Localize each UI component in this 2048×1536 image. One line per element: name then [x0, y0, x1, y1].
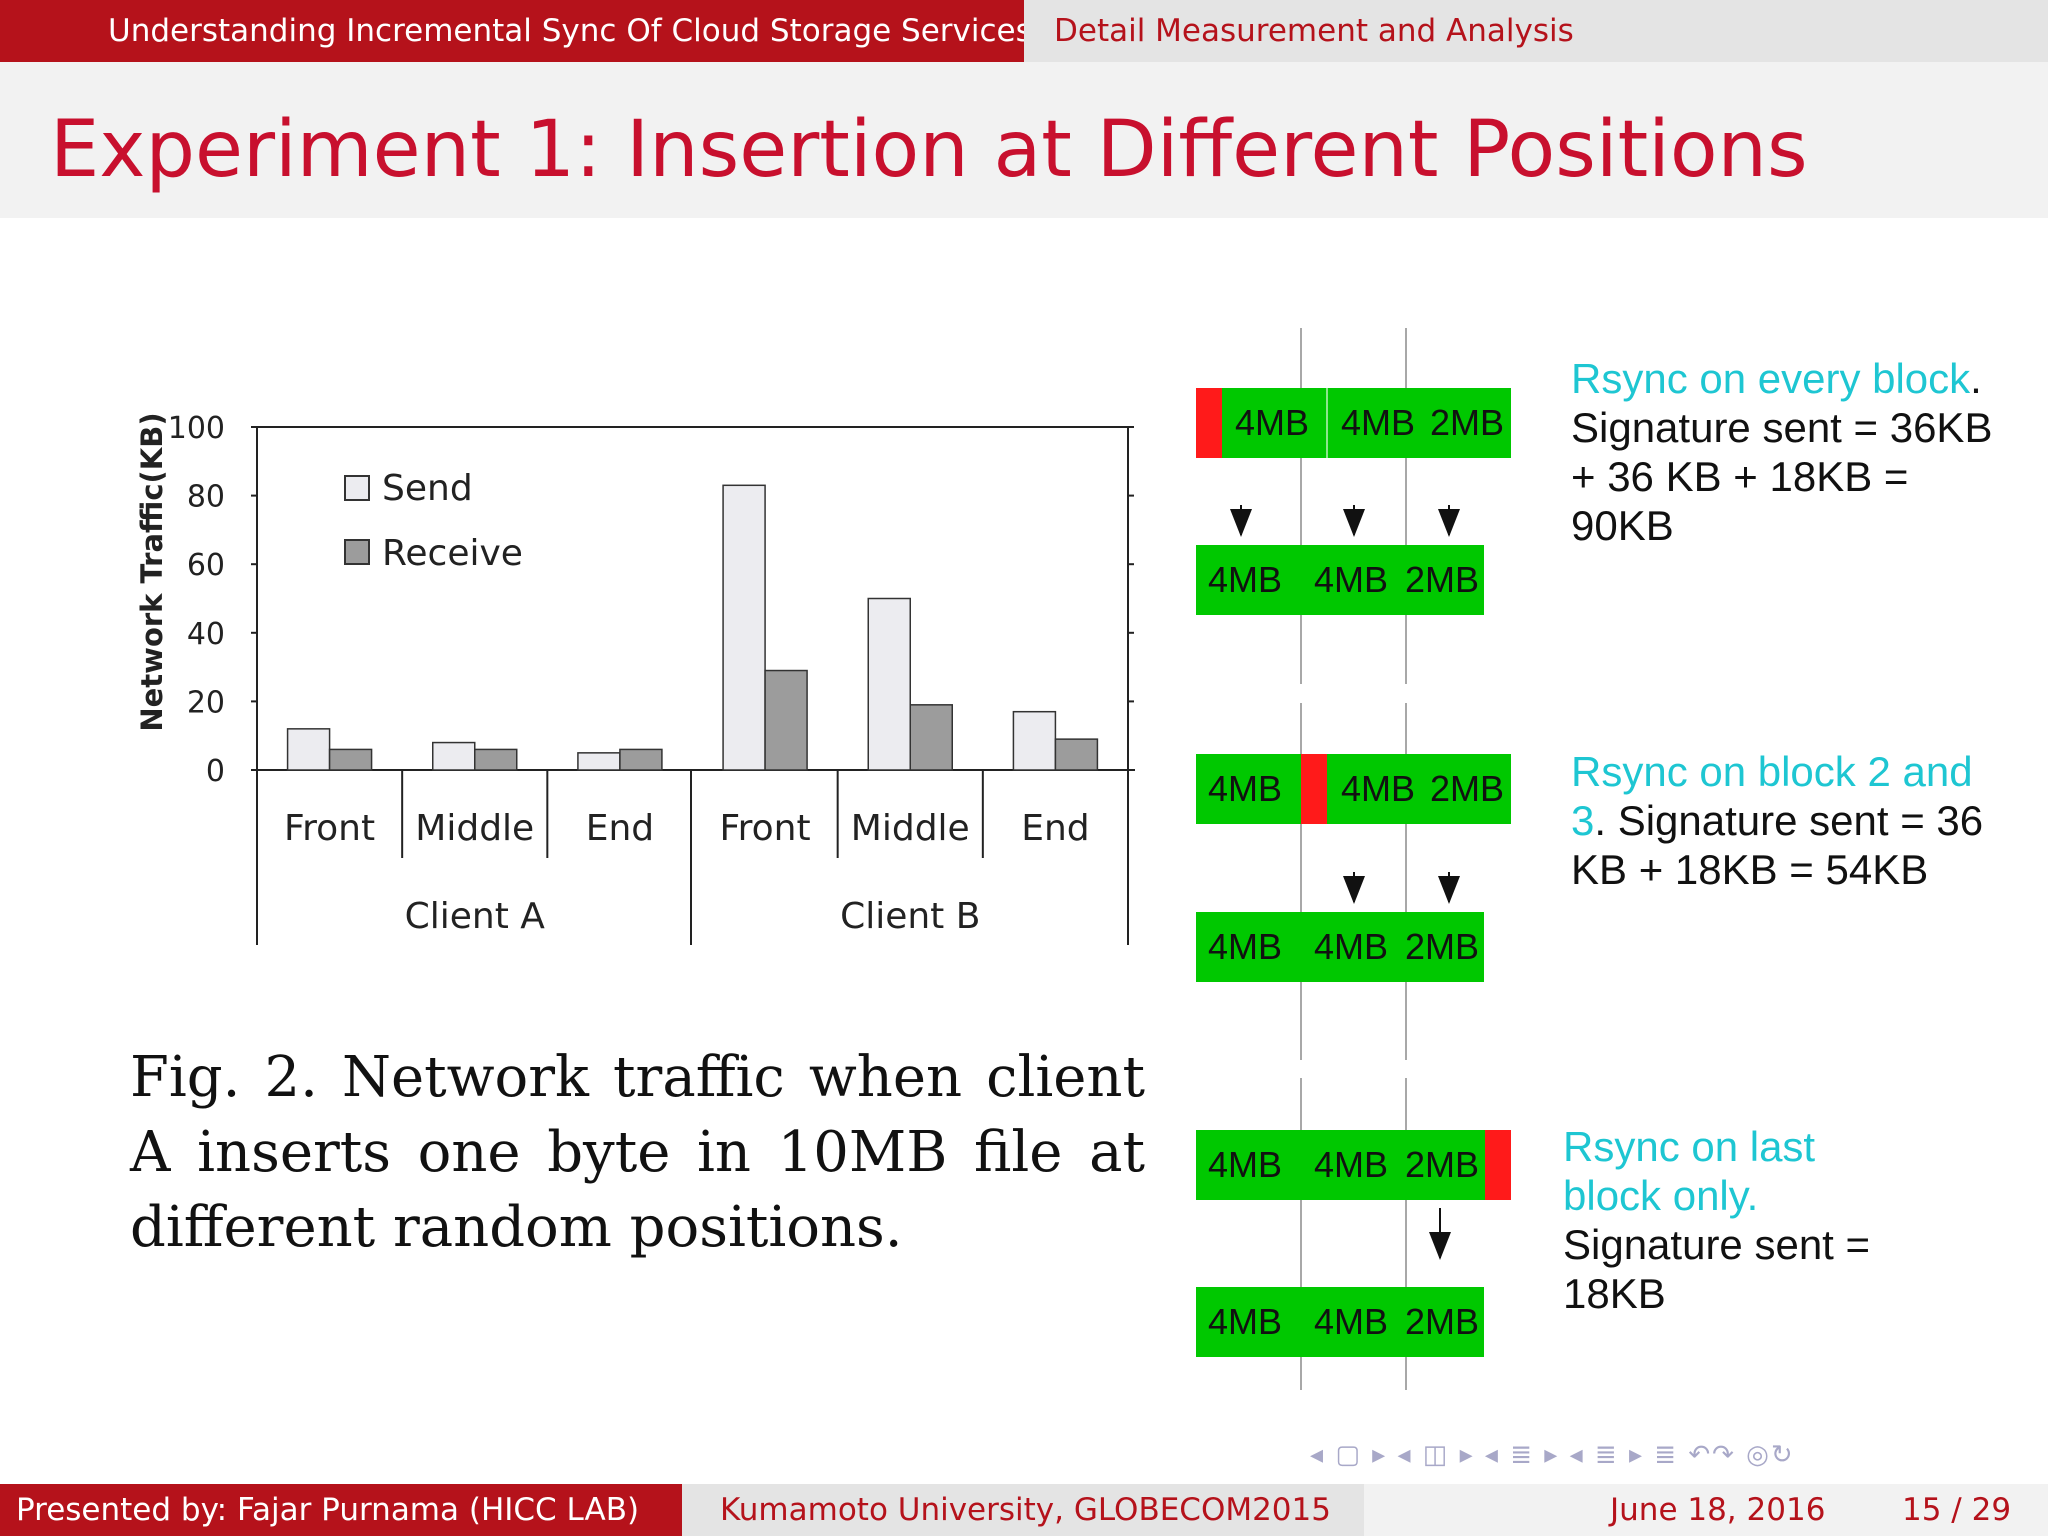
sync-arrow-down — [1429, 1208, 1451, 1260]
footer-presenter-bar: Presented by: Fajar Purnama (HICC LAB) — [0, 1484, 682, 1536]
inserted-byte-marker — [1301, 754, 1327, 824]
slide-title: Experiment 1: Insertion at Different Pos… — [50, 105, 1808, 195]
inserted-byte-marker — [1196, 388, 1222, 458]
note-text: Signature sent = 18KB — [1563, 1221, 1871, 1317]
bar-send — [577, 752, 621, 771]
y-tick-label: 20 — [187, 685, 225, 720]
block-label: 4MB — [1208, 1144, 1283, 1185]
block-label: 4MB — [1208, 1301, 1283, 1342]
y-tick-label: 60 — [187, 548, 225, 583]
block-label: 2MB — [1405, 926, 1480, 967]
bar-receive — [328, 748, 373, 771]
bar-send — [286, 728, 331, 771]
legend-swatch-receive — [344, 539, 370, 565]
header-section-title[interactable]: Understanding Incremental Sync Of Cloud … — [0, 0, 1032, 62]
original-file-bar — [1196, 1287, 1484, 1357]
note-text: . Signature sent = 36KB + 36 KB + 18KB =… — [1571, 355, 1993, 549]
guide-line-1 — [1300, 328, 1302, 684]
block-label: 4MB — [1208, 926, 1283, 967]
x-tick-label: End — [1021, 808, 1089, 849]
block-label: 2MB — [1430, 402, 1505, 443]
bar-receive — [1054, 738, 1099, 771]
legend-swatch-send — [344, 475, 370, 501]
bar-send — [1012, 710, 1057, 771]
scenario-note: Rsync on every block. Signature sent = 3… — [1571, 354, 2011, 550]
bar-receive — [909, 704, 953, 771]
block-label: 4MB — [1314, 1144, 1389, 1185]
block-label: 4MB — [1314, 559, 1389, 600]
title-band — [0, 62, 2048, 218]
sync-arrow-down — [1438, 872, 1460, 904]
modified-file-bar — [1196, 388, 1511, 458]
header-subsection[interactable]: Detail Measurement and Analysis — [1024, 0, 2048, 62]
note-highlight: Rsync on every block — [1571, 355, 1971, 402]
block-label: 2MB — [1430, 768, 1505, 809]
block-label: 4MB — [1314, 1301, 1389, 1342]
block-label: 2MB — [1405, 1144, 1480, 1185]
footer-page-number: 15 / 29 — [1902, 1492, 2012, 1528]
guide-line-3 — [1300, 703, 1302, 1060]
sync-arrow-down — [1230, 505, 1252, 537]
legend-label-receive: Receive — [382, 533, 523, 574]
x-tick-label: Front — [720, 808, 811, 849]
legend-label-send: Send — [382, 468, 473, 509]
block-separator — [1326, 388, 1328, 458]
block-label: 4MB — [1208, 768, 1283, 809]
network-traffic-bar-chart: Network Traffic(KB) Send Receive 0 20 40 60… — [135, 411, 1135, 945]
block-label: 4MB — [1341, 768, 1416, 809]
sync-arrow-down — [1343, 505, 1365, 537]
footer-date-bar: June 18, 2016 15 / 29 — [1364, 1484, 2048, 1536]
block-label: 4MB — [1314, 926, 1389, 967]
x-tick-label: Front — [284, 808, 375, 849]
bar-send — [867, 597, 911, 771]
x-tick-label: End — [586, 808, 654, 849]
inserted-byte-marker — [1485, 1130, 1511, 1200]
block-label: 2MB — [1405, 559, 1480, 600]
y-tick-label: 0 — [206, 754, 225, 789]
header-right-title: Detail Measurement and Analysis — [1054, 13, 1574, 49]
modified-file-bar — [1196, 1130, 1511, 1200]
header-left-title: Understanding Incremental Sync Of Cloud … — [108, 13, 1032, 49]
x-tick-label: Middle — [851, 808, 970, 849]
guide-line-2 — [1405, 328, 1407, 684]
block-label: 4MB — [1341, 402, 1416, 443]
original-file-bar — [1196, 545, 1484, 615]
original-file-bar — [1196, 912, 1484, 982]
footer-venue: Kumamoto University, GLOBECOM2015 — [720, 1492, 1331, 1528]
y-axis-label: Network Traffic(KB) — [135, 412, 169, 731]
note-text: . Signature sent = 36 KB + 18KB = 54KB — [1571, 797, 1984, 893]
block-label: 4MB — [1235, 402, 1310, 443]
x-tick-label: Middle — [415, 808, 534, 849]
block-label: 4MB — [1208, 559, 1283, 600]
bar-receive — [474, 748, 518, 771]
y-tick-label: 80 — [187, 480, 225, 515]
beamer-navigation-icons[interactable]: ◂ ▢ ▸ ◂ ◫ ▸ ◂ ≣ ▸ ◂ ≣ ▸ ≣ ↶↷ ◎↻ — [1310, 1440, 1795, 1470]
block-label: 2MB — [1405, 1301, 1480, 1342]
bar-receive — [764, 669, 808, 771]
footer-presenter: Presented by: Fajar Purnama (HICC LAB) — [16, 1492, 640, 1528]
note-highlight: Rsync on block 2 and 3 — [1571, 748, 1973, 844]
guide-line-4 — [1405, 703, 1407, 1060]
figure-caption: Fig. 2. Network traffic when client A in… — [130, 1045, 1145, 1260]
sync-arrow-down — [1343, 872, 1365, 904]
note-highlight: Rsync on last block only. — [1563, 1123, 1816, 1219]
guide-line-5 — [1300, 1078, 1302, 1390]
scenario-note: Rsync on block 2 and 3. Signature sent =… — [1571, 747, 2011, 894]
sync-arrow-down — [1438, 505, 1460, 537]
guide-line-6 — [1405, 1078, 1407, 1390]
bar-receive — [619, 748, 663, 771]
footer-date: June 18, 2016 — [1610, 1492, 1826, 1528]
y-tick-label: 100 — [168, 411, 225, 446]
bar-send — [722, 484, 766, 771]
footer-venue-bar: Kumamoto University, GLOBECOM2015 — [682, 1484, 1364, 1536]
modified-file-bar — [1196, 754, 1511, 824]
bar-send — [432, 741, 476, 771]
y-tick-label: 40 — [187, 617, 225, 652]
group-label: Client A — [405, 896, 546, 937]
group-label: Client B — [840, 896, 980, 937]
scenario-note: Rsync on last block only. Signature sent… — [1563, 1122, 1893, 1318]
